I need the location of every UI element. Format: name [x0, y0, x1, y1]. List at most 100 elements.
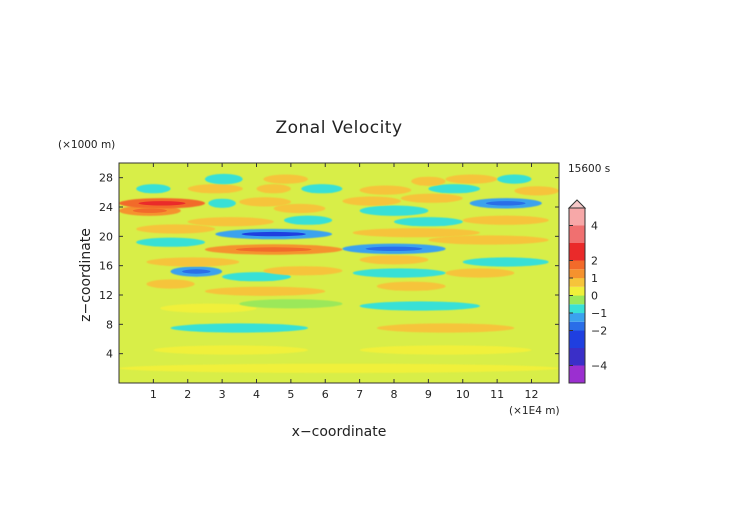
- y-tick-label: 28: [99, 172, 113, 185]
- velocity-feature: [146, 279, 195, 289]
- colorbar-segment: [569, 208, 585, 226]
- colorbar-segment: [569, 225, 585, 243]
- velocity-feature: [136, 184, 171, 194]
- y-units-label: (×1000 m): [58, 139, 115, 151]
- velocity-feature: [204, 286, 326, 296]
- velocity-feature: [208, 198, 236, 208]
- time-label: 15600 s: [568, 163, 610, 175]
- velocity-feature: [342, 196, 401, 206]
- velocity-feature: [119, 363, 559, 373]
- velocity-feature-core: [132, 208, 167, 213]
- velocity-feature-core: [235, 247, 312, 252]
- velocity-feature: [136, 224, 216, 234]
- velocity-feature: [187, 217, 274, 227]
- x-tick-label: 7: [356, 388, 363, 401]
- heatmap-area: [119, 163, 559, 383]
- velocity-feature: [146, 257, 240, 267]
- velocity-feature: [256, 184, 291, 194]
- velocity-feature: [222, 272, 291, 282]
- velocity-feature: [284, 215, 333, 225]
- velocity-feature-core: [485, 201, 526, 206]
- velocity-feature: [170, 323, 309, 333]
- velocity-feature: [428, 235, 549, 245]
- y-tick-label: 24: [99, 201, 113, 214]
- y-tick-label: 8: [106, 318, 113, 331]
- velocity-feature: [136, 237, 206, 247]
- velocity-feature-core: [182, 269, 211, 274]
- velocity-feature: [462, 257, 549, 267]
- velocity-feature: [239, 197, 291, 207]
- velocity-feature: [376, 323, 515, 333]
- velocity-feature: [263, 174, 309, 184]
- chart-title: Zonal Velocity: [275, 118, 402, 138]
- colorbar-segment: [569, 330, 585, 348]
- colorbar-segment: [569, 304, 585, 314]
- x-axis-ticks: 1 2 3 4 5 6 7 8 9 10 11 12: [150, 163, 539, 401]
- colorbar-tick-label: −1: [591, 307, 607, 320]
- velocity-feature: [204, 173, 243, 185]
- velocity-feature: [359, 345, 532, 355]
- x-tick-label: 5: [287, 388, 294, 401]
- velocity-feature: [359, 205, 429, 216]
- x-tick-label: 8: [391, 388, 398, 401]
- velocity-feature: [428, 184, 481, 194]
- velocity-feature: [514, 186, 559, 196]
- velocity-feature: [359, 185, 412, 195]
- x-tick-label: 11: [490, 388, 504, 401]
- velocity-features: [119, 173, 559, 373]
- velocity-feature: [273, 203, 326, 214]
- colorbar-tick-label: 2: [591, 255, 598, 268]
- colorbar-tick-label: 0: [591, 290, 598, 303]
- velocity-feature: [352, 228, 480, 238]
- velocity-feature: [153, 345, 308, 355]
- x-tick-label: 12: [525, 388, 539, 401]
- colorbar-segment: [569, 278, 585, 287]
- x-tick-label: 1: [150, 388, 157, 401]
- velocity-feature: [239, 299, 343, 309]
- colorbar-segment: [569, 260, 585, 270]
- x-tick-label: 10: [456, 388, 470, 401]
- colorbar-segment: [569, 365, 585, 383]
- x-axis-label: x−coordinate: [292, 424, 387, 440]
- velocity-feature: [359, 301, 480, 311]
- y-axis-label: z−coordinate: [78, 228, 94, 322]
- colorbar-tick-label: 4: [591, 220, 598, 233]
- velocity-feature-core: [138, 201, 186, 206]
- y-tick-label: 4: [106, 348, 113, 361]
- velocity-feature: [445, 174, 498, 184]
- colorbar-segment: [569, 348, 585, 366]
- y-tick-label: 16: [99, 260, 113, 273]
- velocity-feature: [301, 184, 343, 194]
- plot-frame: [118, 162, 560, 384]
- velocity-feature: [497, 174, 532, 184]
- velocity-feature: [445, 268, 515, 278]
- velocity-feature: [411, 176, 446, 186]
- velocity-feature-core: [365, 246, 423, 251]
- velocity-feature: [187, 184, 243, 194]
- colorbar-extend-arrow: [567, 199, 587, 209]
- velocity-feature: [462, 215, 549, 225]
- velocity-feature: [394, 217, 463, 227]
- velocity-feature: [400, 193, 463, 203]
- colorbar-segment: [569, 269, 585, 279]
- velocity-feature: [263, 266, 343, 276]
- x-tick-label: 3: [219, 388, 226, 401]
- colorbar: 4 2 1 0 −1 −2 −4: [567, 199, 607, 384]
- y-tick-label: 20: [99, 230, 113, 243]
- y-tick-label: 12: [99, 289, 113, 302]
- velocity-feature: [352, 268, 446, 278]
- colorbar-segment: [569, 286, 585, 296]
- y-axis-ticks: 4 8 12 16 20 24 28: [99, 172, 559, 361]
- colorbar-tick-label: 1: [591, 272, 598, 285]
- velocity-feature: [376, 281, 446, 291]
- x-units-label: (×1E4 m): [509, 405, 560, 417]
- velocity-feature-core: [241, 231, 306, 237]
- colorbar-tick-label: −2: [591, 325, 607, 338]
- x-tick-label: 2: [184, 388, 191, 401]
- colorbar-segment: [569, 243, 585, 261]
- x-tick-label: 6: [322, 388, 329, 401]
- colorbar-segment: [569, 295, 585, 305]
- x-tick-label: 4: [253, 388, 260, 401]
- velocity-feature: [160, 303, 257, 313]
